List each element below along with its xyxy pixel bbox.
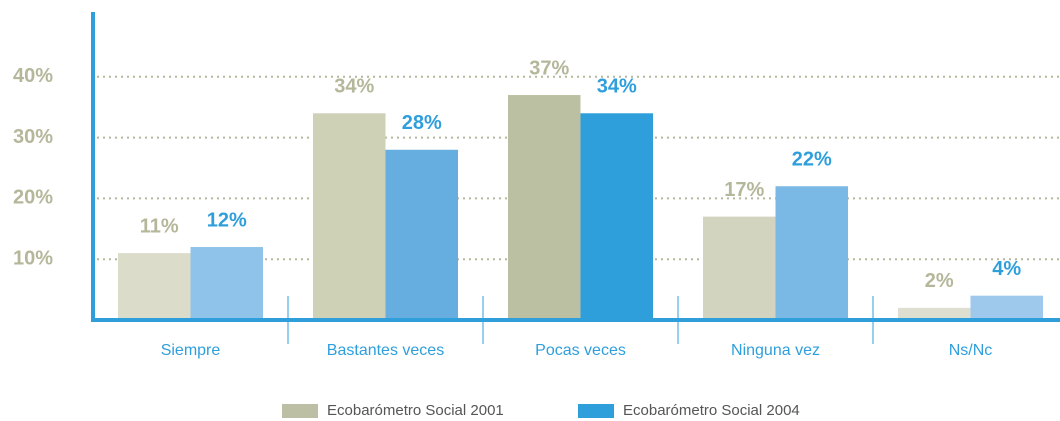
- legend-label: Ecobarómetro Social 2001: [327, 402, 504, 419]
- bar: [703, 216, 776, 320]
- x-tick-label: Pocas veces: [535, 342, 626, 359]
- bar: [313, 113, 386, 320]
- y-tick-label: 10%: [13, 247, 53, 269]
- x-tick-label: Ninguna vez: [731, 342, 820, 359]
- y-tick-label: 40%: [13, 65, 53, 87]
- value-label: 12%: [207, 209, 247, 231]
- legend-swatch: [578, 404, 614, 418]
- x-tick-label: Siempre: [161, 342, 221, 359]
- y-tick-label: 20%: [13, 187, 53, 209]
- value-label: 22%: [792, 149, 832, 171]
- legend-label: Ecobarómetro Social 2004: [623, 402, 800, 419]
- value-label: 34%: [597, 76, 637, 98]
- x-tick-label: Ns/Nc: [949, 342, 993, 359]
- legend-swatch: [282, 404, 318, 418]
- value-label: 34%: [334, 76, 374, 98]
- y-tick-label: 30%: [13, 126, 53, 148]
- bar: [970, 295, 1043, 320]
- bar: [385, 149, 458, 320]
- bar: [580, 113, 653, 320]
- value-label: 11%: [140, 215, 179, 237]
- bar: [508, 95, 581, 320]
- bar: [775, 186, 848, 320]
- bar: [118, 253, 191, 320]
- value-label: 4%: [992, 258, 1021, 280]
- bar: [190, 247, 263, 320]
- value-label: 28%: [402, 112, 442, 134]
- value-label: 2%: [925, 270, 954, 292]
- x-tick-label: Bastantes veces: [327, 342, 444, 359]
- value-label: 37%: [529, 57, 569, 79]
- value-label: 17%: [724, 179, 764, 201]
- bar: [898, 307, 971, 320]
